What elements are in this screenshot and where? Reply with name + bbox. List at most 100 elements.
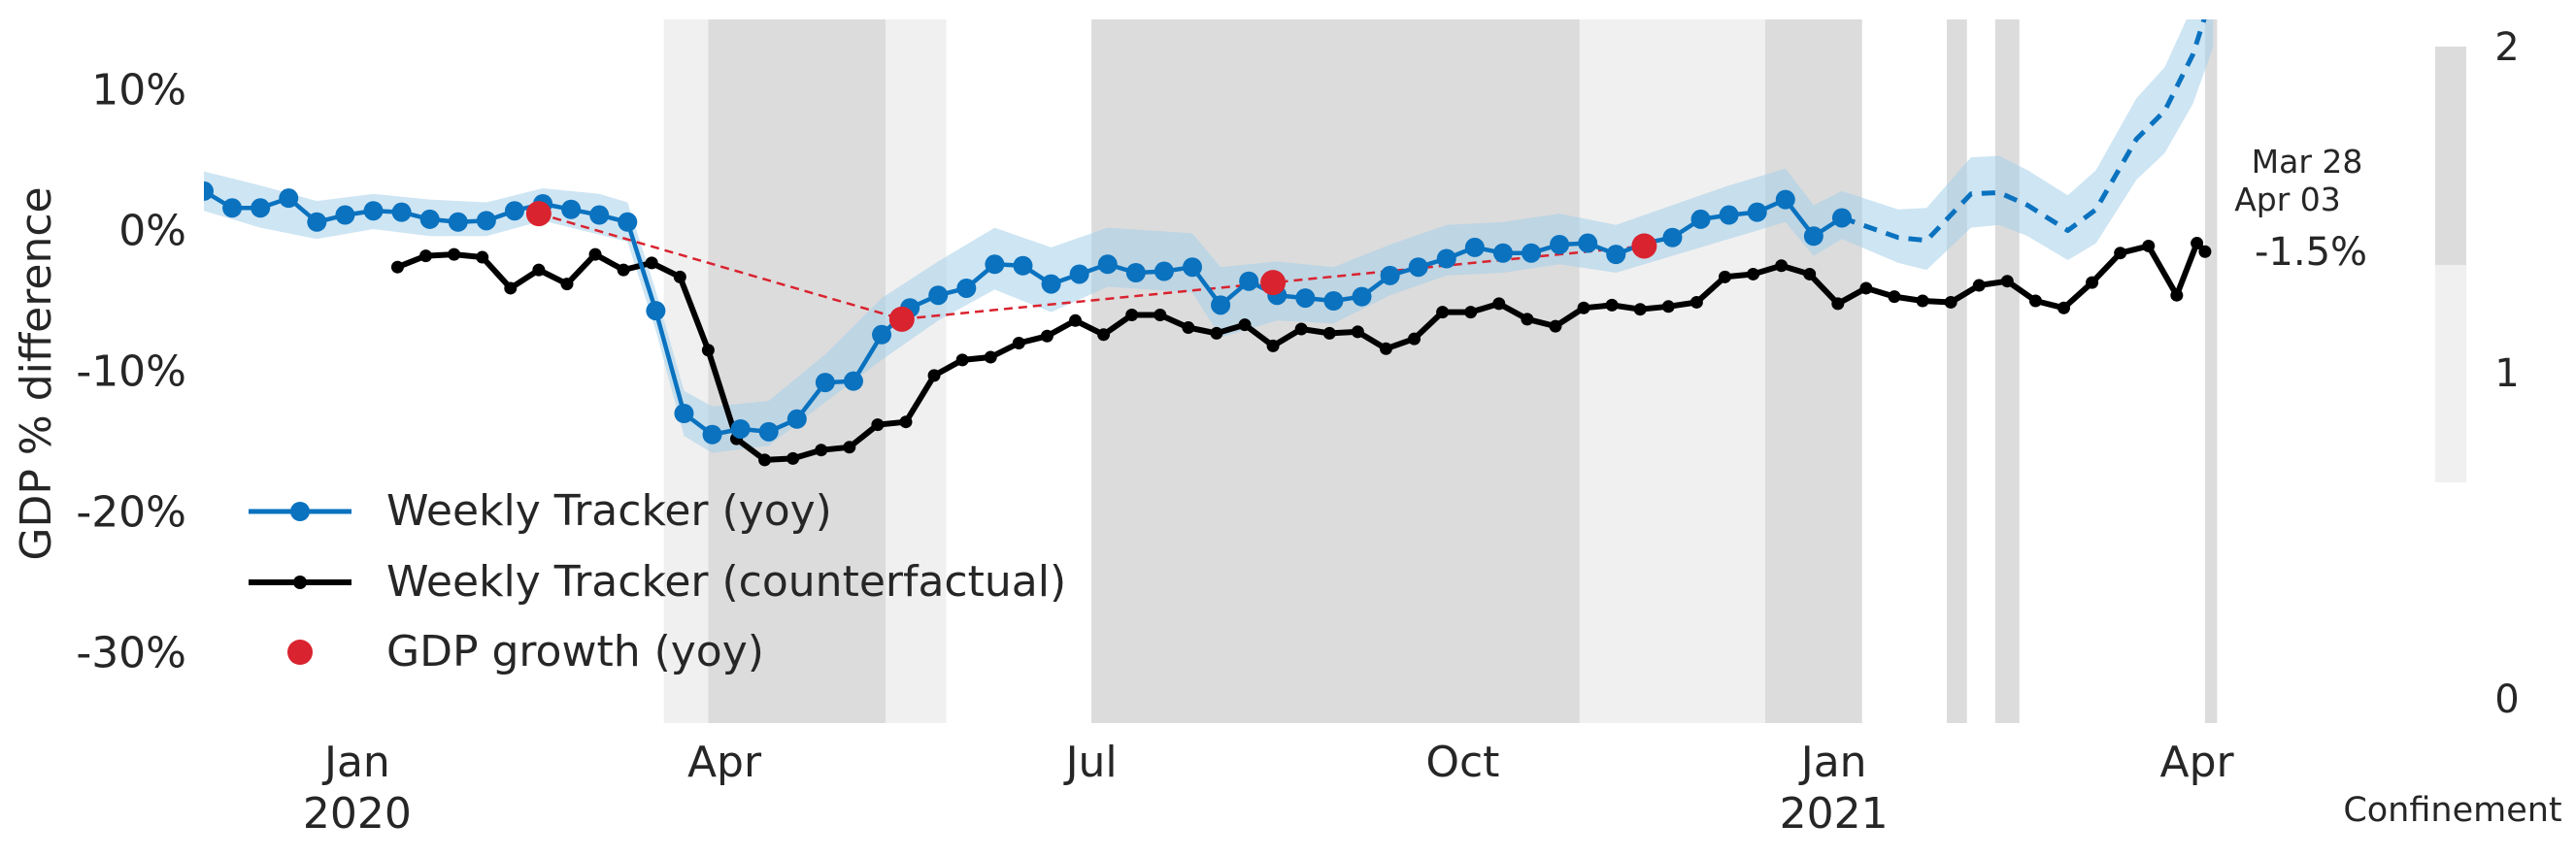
counterfactual-point-6: [560, 278, 574, 291]
counterfactual-point-29: [1210, 326, 1223, 340]
yoy-point-34: [1154, 261, 1174, 281]
yoy-point-42: [1380, 265, 1400, 285]
counterfactual-point-13: [758, 453, 772, 467]
counterfactual-point-61: [2114, 247, 2127, 260]
x-tick-label-5: Apr: [2160, 738, 2235, 787]
confinement-period-6: [1946, 19, 1967, 723]
confinement-period-8: [2204, 19, 2218, 723]
counterfactual-point-63: [2170, 288, 2184, 302]
gdp-growth-point-0: [525, 201, 552, 227]
counterfactual-point-44: [1633, 303, 1647, 316]
yoy-point-1: [222, 198, 243, 218]
x-tick-label-4: Jan: [1798, 738, 1867, 787]
yoy-point-20: [758, 421, 779, 442]
yoy-point-48: [1550, 235, 1570, 254]
annotation-date-bottom: Apr 03: [2234, 181, 2341, 218]
yoy-point-17: [674, 404, 694, 423]
x-tick-label-0: Jan: [321, 738, 390, 787]
legend-label-yoy: Weekly Tracker (yoy): [386, 486, 832, 536]
confinement-period-3: [1091, 19, 1580, 723]
gdp-growth-point-3: [1631, 233, 1657, 259]
y-tick-label-3: -20%: [76, 488, 186, 538]
counterfactual-point-7: [588, 247, 602, 261]
colorbar-label: Confinement: [2343, 791, 2561, 830]
yoy-point-23: [843, 371, 863, 391]
yoy-point-15: [618, 212, 638, 232]
gdp-growth-connector: [538, 212, 1645, 321]
counterfactual-point-35: [1379, 342, 1392, 355]
yoy-point-19: [730, 418, 751, 439]
confinement-period-5: [1765, 19, 1862, 723]
annotations: Mar 28 Apr 03 -1.5%: [2234, 143, 2367, 275]
yoy-point-40: [1323, 291, 1344, 311]
yoy-point-16: [646, 301, 666, 321]
counterfactual-point-17: [871, 418, 885, 432]
yoy-point-52: [1662, 227, 1683, 247]
x-tick-year-4: 2021: [1780, 789, 1889, 839]
counterfactual-point-48: [1747, 267, 1760, 280]
yoy-point-41: [1352, 286, 1372, 307]
yoy-point-4: [307, 212, 327, 232]
yoy-point-33: [1125, 263, 1146, 282]
counterfactual-point-65: [2198, 245, 2212, 258]
yoy-point-44: [1436, 248, 1456, 269]
counterfactual-point-25: [1097, 328, 1111, 342]
y-tick-label-4: -30%: [76, 629, 186, 678]
yoy-point-57: [1803, 226, 1823, 247]
counterfactual-point-16: [843, 441, 856, 454]
yoy-point-9: [448, 212, 468, 232]
counterfactual-point-23: [1040, 329, 1054, 343]
counterfactual-point-32: [1294, 322, 1308, 336]
colorbar-level-1: [2435, 265, 2466, 482]
yoy-point-13: [561, 199, 582, 219]
counterfactual-point-42: [1577, 301, 1590, 314]
counterfactual-point-52: [1859, 281, 1873, 295]
yoy-point-43: [1408, 257, 1428, 278]
yoy-point-46: [1492, 243, 1513, 263]
yoy-point-30: [1041, 274, 1061, 294]
yoy-point-10: [476, 211, 496, 231]
counterfactual-point-38: [1464, 306, 1478, 319]
yoy-point-29: [1013, 255, 1033, 276]
yoy-point-53: [1690, 209, 1711, 229]
counterfactual-point-34: [1351, 325, 1364, 339]
yoy-point-7: [391, 202, 412, 222]
counterfactual-point-31: [1266, 339, 1280, 352]
counterfactual-point-40: [1521, 313, 1534, 326]
gdp-growth-point-2: [1260, 270, 1287, 296]
counterfactual-point-5: [532, 263, 546, 277]
series-layer: [204, 19, 2212, 467]
yoy-point-0: [204, 181, 214, 201]
yoy-point-58: [1831, 208, 1852, 228]
counterfactual-point-27: [1154, 309, 1167, 321]
yoy-point-39: [1295, 288, 1316, 309]
y-axis-label: GDP % difference: [12, 186, 61, 560]
legend-item-counterfactual: Weekly Tracker (counterfactual): [249, 557, 1066, 607]
counterfactual-point-54: [1916, 294, 1929, 308]
counterfactual-point-46: [1689, 295, 1703, 309]
yoy-point-27: [956, 278, 977, 298]
x-tick-label-3: Oct: [1425, 738, 1499, 787]
counterfactual-point-20: [955, 353, 969, 367]
counterfactual-point-39: [1492, 297, 1506, 311]
counterfactual-point-28: [1182, 321, 1195, 335]
y-tick-label-2: -10%: [76, 347, 186, 397]
counterfactual-point-53: [1888, 290, 1901, 304]
colorbar-tick-0: 2: [2494, 25, 2519, 70]
counterfactual-point-64: [2191, 237, 2204, 250]
yoy-point-22: [815, 373, 835, 393]
yoy-point-26: [928, 285, 949, 306]
y-tick-label-0: 10%: [91, 66, 186, 115]
confinement-period-7: [1994, 19, 2020, 723]
x-tick-year-0: 2020: [303, 789, 412, 839]
legend: Weekly Tracker (yoy) Weekly Tracker (cou…: [249, 486, 1066, 676]
yoy-point-31: [1069, 264, 1089, 284]
yoy-point-6: [363, 201, 384, 221]
confinement-shading: [663, 19, 2218, 723]
colorbar-tick-1: 1: [2494, 351, 2519, 396]
counterfactual-point-41: [1549, 319, 1562, 333]
counterfactual-point-9: [645, 256, 658, 270]
yoy-point-14: [589, 205, 610, 225]
